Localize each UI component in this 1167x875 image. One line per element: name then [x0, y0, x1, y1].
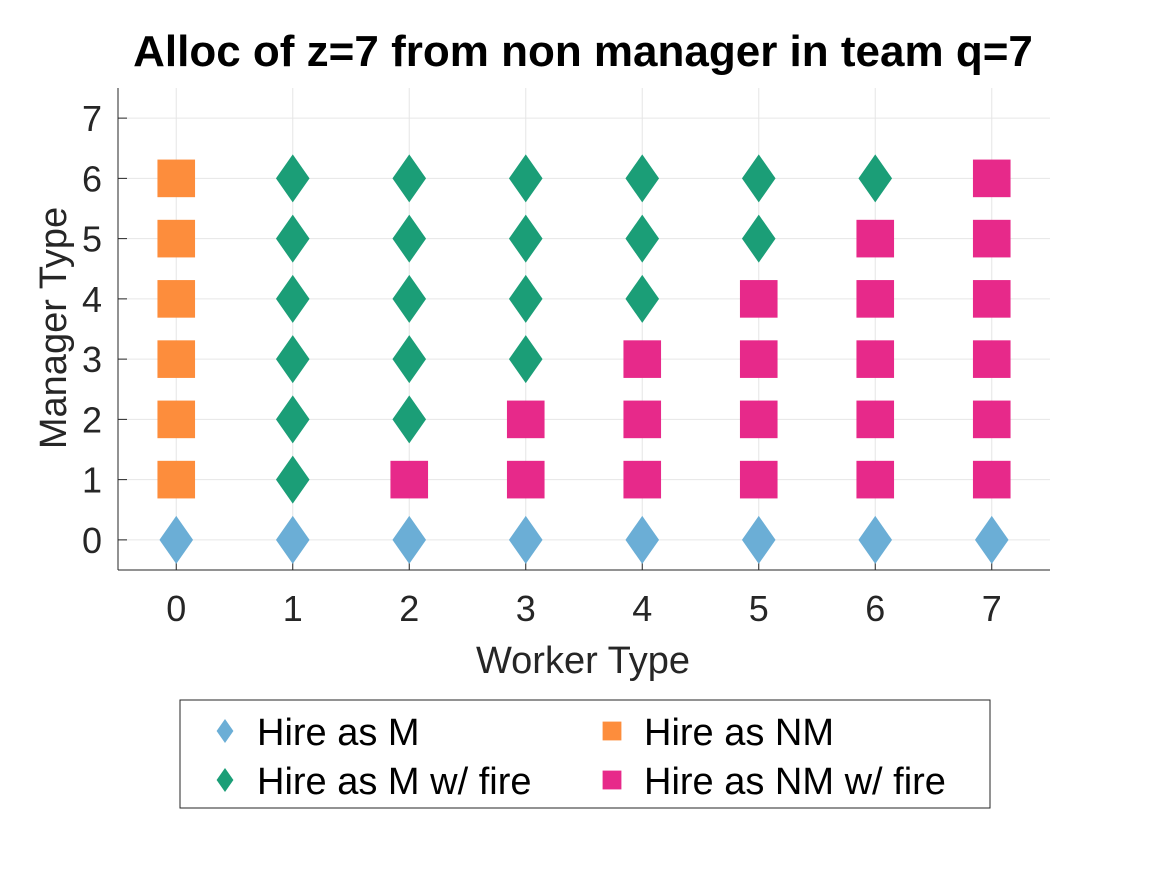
diamond-point [974, 515, 1009, 564]
square-point [506, 400, 545, 439]
diamond-point [275, 214, 310, 263]
legend: Hire as M Hire as NM Hire as M w/ fire Hire… [179, 699, 991, 809]
square-point [856, 400, 895, 439]
square-point [972, 280, 1011, 318]
tick-labels: 0 1 2 3 4 5 6 7 0 1 2 3 4 5 6 7 [82, 98, 1002, 629]
diamond-point [858, 154, 893, 203]
diamond-point [159, 515, 194, 564]
y-tick-label: 0 [82, 520, 102, 561]
square-point [972, 340, 1011, 378]
y-axis-label: Manager Type [33, 207, 75, 449]
diamond-point [275, 515, 310, 564]
diamond-point [275, 335, 310, 384]
diamond-point [392, 274, 427, 323]
square-point [972, 460, 1011, 499]
legend-label: Hire as M [257, 712, 420, 754]
legend-marker [216, 768, 234, 792]
square-point [157, 219, 196, 258]
diamond-point [625, 214, 660, 263]
diamond-point [392, 515, 427, 564]
square-point [739, 400, 778, 439]
diamond-point [741, 154, 776, 203]
square-point [856, 280, 895, 318]
square-point [157, 280, 196, 318]
diamond-point [625, 274, 660, 323]
diamond-point [741, 515, 776, 564]
square-point [972, 159, 1011, 198]
x-tick-label: 3 [516, 588, 536, 629]
legend-marker [602, 721, 622, 741]
diamond-point [275, 154, 310, 203]
legend-label: Hire as M w/ fire [257, 761, 531, 803]
square-point [157, 159, 196, 198]
y-tick-label: 5 [82, 219, 102, 260]
square-point [739, 340, 778, 378]
diamond-point [508, 154, 543, 203]
y-tick-label: 1 [82, 460, 102, 501]
diamond-point [858, 515, 893, 564]
square-point [157, 340, 196, 378]
axes [117, 88, 1050, 571]
y-tick-label: 4 [82, 279, 102, 320]
square-point [739, 460, 778, 499]
diamond-point [508, 214, 543, 263]
square-point [739, 280, 778, 318]
diamond-point [275, 274, 310, 323]
chart-title: Alloc of z=7 from non manager in team q=… [133, 27, 1033, 76]
diamond-point [508, 274, 543, 323]
x-tick-label: 7 [982, 588, 1002, 629]
legend-marker [216, 719, 234, 743]
diamond-point [392, 154, 427, 203]
x-tick-label: 4 [632, 588, 652, 629]
square-point [856, 340, 895, 378]
square-point [972, 219, 1011, 258]
square-point [856, 219, 895, 258]
x-axis-label: Worker Type [476, 640, 690, 682]
square-point [972, 400, 1011, 439]
diamond-point [275, 455, 310, 504]
square-point [623, 460, 662, 499]
square-point [623, 400, 662, 439]
diamond-point [392, 395, 427, 444]
square-point [390, 460, 429, 499]
x-tick-label: 2 [399, 588, 419, 629]
square-point [157, 400, 196, 439]
diamond-point [508, 515, 543, 564]
y-tick-label: 6 [82, 158, 102, 199]
diamond-point [392, 214, 427, 263]
x-tick-label: 5 [749, 588, 769, 629]
square-point [157, 460, 196, 499]
y-tick-label: 2 [82, 399, 102, 440]
y-tick-label: 7 [82, 98, 102, 139]
square-point [623, 340, 662, 378]
x-tick-label: 6 [865, 588, 885, 629]
x-tick-label: 1 [283, 588, 303, 629]
diamond-point [508, 335, 543, 384]
diamond-point [625, 515, 660, 564]
diamond-point [741, 214, 776, 263]
diamond-point [275, 395, 310, 444]
legend-box [179, 699, 991, 809]
x-tick-label: 0 [166, 588, 186, 629]
legend-label: Hire as NM w/ fire [644, 761, 946, 803]
diamond-point [625, 154, 660, 203]
data-points [157, 154, 1011, 564]
legend-marker [602, 770, 622, 790]
square-point [506, 460, 545, 499]
grid-lines [118, 88, 1050, 570]
square-point [856, 460, 895, 499]
diamond-point [392, 335, 427, 384]
y-tick-label: 3 [82, 339, 102, 380]
legend-label: Hire as NM [644, 712, 834, 754]
